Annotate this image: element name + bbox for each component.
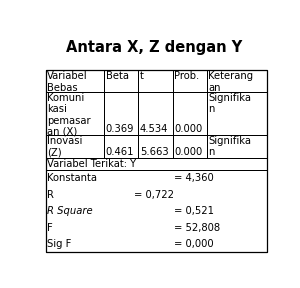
Text: t: t bbox=[140, 71, 144, 82]
Text: = 0,521: = 0,521 bbox=[174, 206, 214, 216]
Text: Konstanta: Konstanta bbox=[47, 173, 97, 183]
Text: Variabel Terikat: Y: Variabel Terikat: Y bbox=[47, 159, 136, 169]
Text: Inovasi
(Z): Inovasi (Z) bbox=[47, 136, 82, 157]
Text: R: R bbox=[47, 190, 54, 200]
Text: 4.534: 4.534 bbox=[140, 124, 168, 134]
Bar bbox=[138, 92, 172, 135]
Bar bbox=[172, 135, 207, 158]
Text: 5.663: 5.663 bbox=[140, 147, 168, 157]
Text: F: F bbox=[47, 223, 53, 233]
Bar bbox=[207, 71, 266, 92]
Text: Antara X, Z dengan Y: Antara X, Z dengan Y bbox=[66, 40, 242, 55]
Text: Prob.: Prob. bbox=[174, 71, 199, 82]
Bar bbox=[46, 135, 104, 158]
Text: 0.000: 0.000 bbox=[174, 124, 202, 134]
Bar bbox=[104, 71, 138, 92]
Text: Sig F: Sig F bbox=[47, 239, 71, 249]
Bar bbox=[46, 92, 104, 135]
Bar bbox=[46, 158, 266, 170]
Bar bbox=[138, 135, 172, 158]
Bar bbox=[138, 71, 172, 92]
Text: Keterang
an: Keterang an bbox=[208, 71, 254, 92]
Text: = 52,808: = 52,808 bbox=[174, 223, 220, 233]
Bar bbox=[172, 92, 207, 135]
Bar bbox=[207, 135, 266, 158]
Text: R Square: R Square bbox=[47, 206, 93, 216]
Text: 0.000: 0.000 bbox=[174, 147, 202, 157]
Text: = 0,722: = 0,722 bbox=[134, 190, 174, 200]
Bar bbox=[46, 170, 266, 252]
Bar bbox=[172, 71, 207, 92]
Text: Variabel
Bebas: Variabel Bebas bbox=[47, 71, 88, 92]
Bar bbox=[207, 92, 266, 135]
Text: 0.369: 0.369 bbox=[106, 124, 134, 134]
Text: = 4,360: = 4,360 bbox=[174, 173, 214, 183]
Bar bbox=[46, 71, 266, 252]
Text: 0.461: 0.461 bbox=[106, 147, 134, 157]
Text: Signifika
n: Signifika n bbox=[208, 93, 251, 114]
Bar bbox=[104, 135, 138, 158]
Text: Komuni
kasi
pemasar
an (X): Komuni kasi pemasar an (X) bbox=[47, 93, 91, 137]
Text: Beta: Beta bbox=[106, 71, 129, 82]
Text: = 0,000: = 0,000 bbox=[174, 239, 213, 249]
Bar bbox=[104, 92, 138, 135]
Bar bbox=[46, 71, 104, 92]
Text: Signifika
n: Signifika n bbox=[208, 136, 251, 157]
